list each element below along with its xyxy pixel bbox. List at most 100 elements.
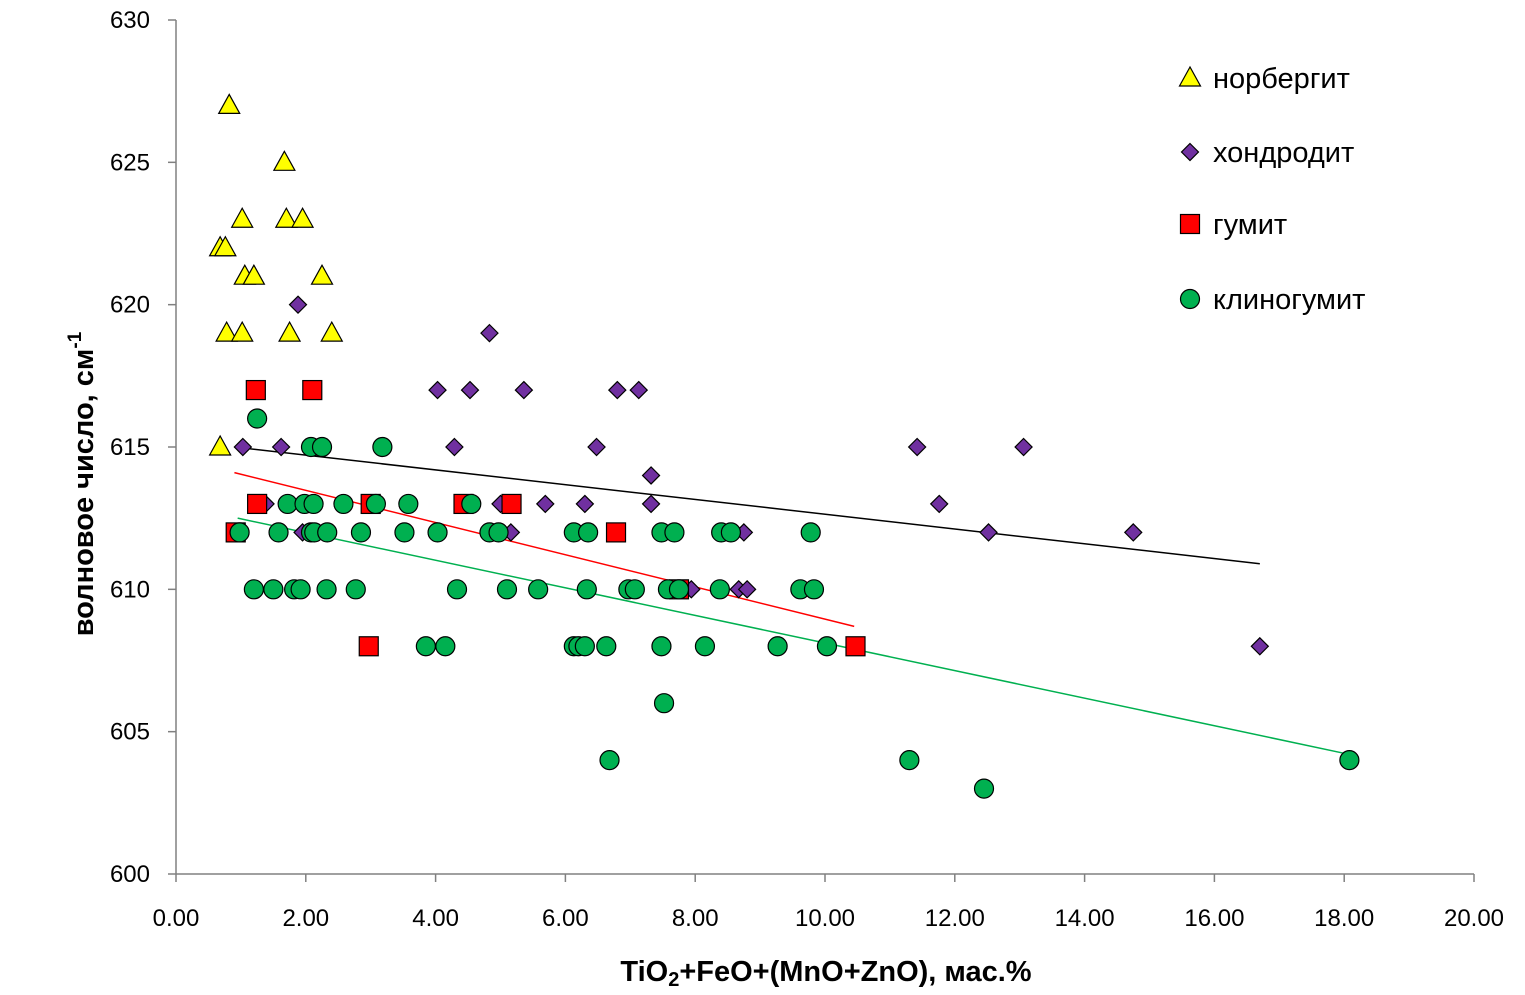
data-point bbox=[514, 380, 534, 400]
data-point bbox=[576, 579, 597, 600]
data-point bbox=[720, 522, 741, 543]
legend-marker bbox=[1179, 213, 1201, 235]
data-point bbox=[271, 437, 291, 457]
data-point bbox=[607, 380, 627, 400]
data-point bbox=[845, 636, 866, 657]
data-point bbox=[907, 437, 927, 457]
data-point bbox=[929, 494, 949, 514]
data-point bbox=[575, 494, 595, 514]
data-point bbox=[1339, 750, 1360, 771]
data-point bbox=[263, 579, 284, 600]
y-tick-label: 620 bbox=[110, 292, 150, 319]
data-point bbox=[1014, 437, 1033, 457]
legend-marker bbox=[1180, 142, 1200, 162]
legend-item: норбергит bbox=[1178, 63, 1350, 95]
data-point bbox=[480, 323, 499, 343]
data-point bbox=[358, 636, 379, 657]
data-point bbox=[709, 579, 730, 600]
data-point bbox=[445, 437, 464, 457]
x-tick-label: 8.00 bbox=[672, 905, 719, 932]
series-circle bbox=[229, 408, 1360, 799]
y-axis-title: волновое число, см-1 bbox=[65, 331, 100, 636]
data-points bbox=[208, 93, 1360, 799]
data-point bbox=[415, 636, 436, 657]
x-tick-label: 0.00 bbox=[153, 905, 200, 932]
data-point bbox=[501, 493, 522, 515]
data-point bbox=[488, 522, 509, 543]
data-point bbox=[233, 437, 253, 457]
data-point bbox=[899, 750, 920, 771]
y-axis-title-text: волновое число, см bbox=[68, 349, 100, 637]
x-axis-title: TiO2+FeO+(MnO+ZnO), мас.% bbox=[620, 956, 1031, 991]
data-point bbox=[651, 636, 672, 657]
y-tick-label: 600 bbox=[110, 861, 150, 888]
data-point bbox=[310, 263, 334, 285]
data-point bbox=[333, 493, 354, 515]
data-point bbox=[435, 636, 456, 657]
x-tick-label: 2.00 bbox=[282, 905, 329, 932]
data-point bbox=[302, 379, 323, 401]
data-point bbox=[277, 493, 298, 515]
trendline bbox=[234, 446, 1260, 565]
series-diamond bbox=[233, 295, 1270, 656]
legend-label: гумит bbox=[1213, 209, 1287, 241]
data-point bbox=[372, 436, 393, 458]
y-tick-label: 610 bbox=[110, 576, 150, 603]
data-point bbox=[800, 522, 821, 543]
data-point bbox=[694, 636, 716, 657]
data-point bbox=[624, 579, 645, 600]
y-axis-ticks: 600 605 610 615 620 625 630 bbox=[110, 7, 176, 888]
data-point bbox=[803, 579, 825, 600]
data-point bbox=[596, 636, 617, 657]
x-axis-title-part-1: TiO bbox=[620, 956, 668, 988]
data-point bbox=[230, 320, 254, 342]
legend-item: клиногумит bbox=[1179, 284, 1365, 316]
data-point bbox=[653, 693, 675, 714]
data-point bbox=[427, 522, 448, 543]
data-point bbox=[215, 320, 239, 342]
x-tick-label: 12.00 bbox=[925, 905, 985, 932]
data-point bbox=[303, 493, 324, 515]
trendlines bbox=[234, 446, 1350, 756]
data-point bbox=[230, 207, 254, 228]
data-point bbox=[578, 522, 599, 543]
legend: норбергит хондродит гумит клиногумит bbox=[1178, 63, 1365, 316]
y-axis-title-superscript: -1 bbox=[65, 331, 86, 348]
data-point bbox=[629, 380, 649, 400]
data-point bbox=[535, 494, 555, 514]
legend-label: норбергит bbox=[1213, 63, 1350, 95]
x-axis-title-subscript: 2 bbox=[668, 969, 679, 991]
data-point bbox=[345, 579, 366, 600]
data-point bbox=[446, 579, 468, 600]
legend-label: клиногумит bbox=[1213, 284, 1365, 316]
data-point bbox=[664, 522, 685, 543]
data-point bbox=[1250, 636, 1270, 656]
data-point bbox=[213, 235, 237, 257]
data-point bbox=[605, 522, 627, 543]
data-point bbox=[242, 263, 266, 285]
legend-item: гумит bbox=[1179, 209, 1287, 241]
data-point bbox=[737, 579, 757, 599]
data-point bbox=[278, 320, 302, 342]
data-point bbox=[816, 636, 838, 657]
y-tick-label: 625 bbox=[110, 149, 150, 176]
data-point bbox=[528, 579, 549, 600]
data-point bbox=[274, 207, 298, 228]
y-tick-label: 630 bbox=[110, 7, 150, 34]
data-point bbox=[394, 522, 415, 543]
data-point bbox=[461, 493, 482, 515]
legend-marker bbox=[1178, 65, 1202, 87]
x-axis-ticks: 0.00 2.00 4.00 6.00 8.00 10.00 12.00 14.00 16.00… bbox=[153, 874, 1504, 932]
legend-item: хондродит bbox=[1180, 137, 1354, 169]
x-tick-label: 6.00 bbox=[542, 905, 589, 932]
data-point bbox=[767, 636, 788, 657]
data-point bbox=[268, 522, 289, 543]
data-point bbox=[973, 778, 995, 799]
legend-marker bbox=[1179, 288, 1201, 310]
data-point bbox=[290, 579, 311, 600]
data-point bbox=[317, 522, 338, 543]
x-tick-label: 10.00 bbox=[795, 905, 855, 932]
data-point bbox=[229, 522, 250, 543]
y-tick-label: 605 bbox=[110, 719, 150, 746]
